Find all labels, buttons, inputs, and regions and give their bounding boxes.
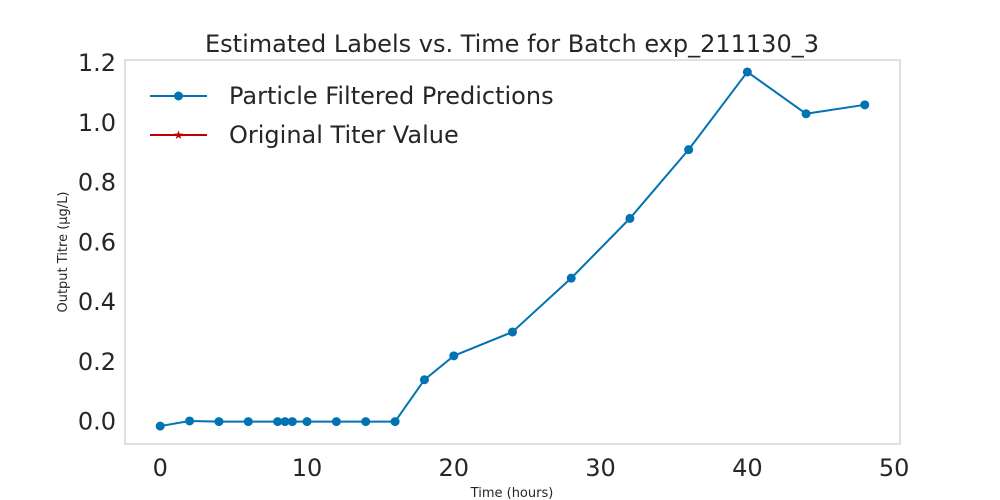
data-point xyxy=(214,417,224,427)
y-tick-label: 1.0 xyxy=(78,109,116,137)
data-point xyxy=(625,213,635,223)
x-tick-label: 20 xyxy=(439,454,470,482)
data-point xyxy=(449,351,459,361)
chart-title: Estimated Labels vs. Time for Batch exp_… xyxy=(205,30,819,58)
plot-area xyxy=(124,59,901,445)
y-tick-label: 0.2 xyxy=(78,348,116,376)
y-axis-label: Output Titre (µg/L) xyxy=(56,191,71,312)
data-point xyxy=(801,109,811,119)
y-axis-ticks: 0.0 0.2 0.4 0.6 0.8 1.0 1.2 xyxy=(78,49,116,436)
x-tick-label: 0 xyxy=(153,454,168,482)
legend-label: Particle Filtered Predictions xyxy=(229,82,554,110)
y-tick-label: 1.2 xyxy=(78,49,116,77)
x-axis-label: Time (hours) xyxy=(470,486,554,500)
data-point xyxy=(508,327,517,337)
y-tick-label: 0.6 xyxy=(78,228,116,256)
data-point xyxy=(361,417,371,427)
legend: Particle Filtered Predictions ★ Original T… xyxy=(150,82,554,149)
x-tick-label: 30 xyxy=(585,454,616,482)
x-tick-label: 50 xyxy=(879,454,910,482)
data-point xyxy=(860,100,870,110)
data-point xyxy=(185,416,195,426)
legend-label: Original Titer Value xyxy=(229,121,459,149)
data-point xyxy=(302,417,312,427)
y-tick-label: 0.4 xyxy=(78,288,116,316)
data-point xyxy=(155,421,165,431)
y-tick-label: 0.8 xyxy=(78,169,116,197)
data-point xyxy=(331,417,341,427)
legend-marker: ★ xyxy=(173,128,184,142)
data-point xyxy=(390,417,400,427)
data-point xyxy=(684,145,694,155)
data-point xyxy=(419,375,429,385)
x-tick-label: 10 xyxy=(292,454,323,482)
x-tick-label: 40 xyxy=(732,454,763,482)
series-layer xyxy=(155,67,870,431)
data-point xyxy=(273,417,283,427)
data-point xyxy=(566,273,576,283)
legend-marker xyxy=(174,91,183,101)
data-point xyxy=(742,67,752,77)
data-point xyxy=(287,417,297,427)
data-point xyxy=(280,417,290,427)
data-point xyxy=(243,417,253,427)
series-line xyxy=(160,70,865,428)
y-tick-label: 0.0 xyxy=(78,408,116,436)
x-axis-ticks: 0 10 20 30 40 50 xyxy=(153,454,910,482)
